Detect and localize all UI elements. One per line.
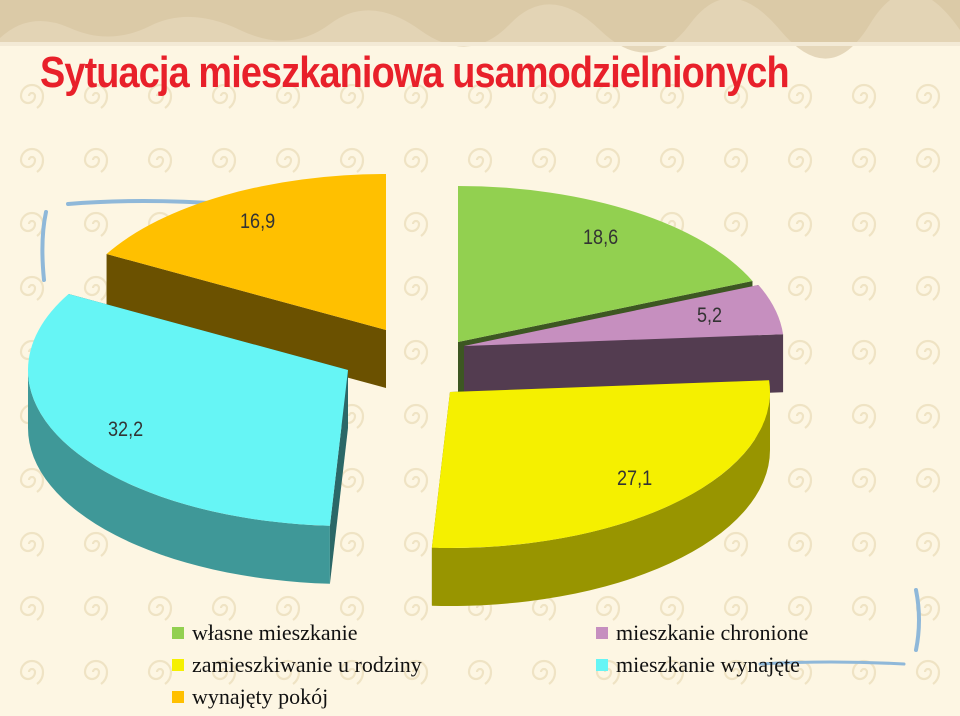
pie-slice-3 (28, 293, 349, 526)
legend-label: mieszkanie wynajęte (616, 652, 800, 677)
data-label-4: 16,9 (240, 210, 276, 234)
pie-slice-1 (464, 284, 784, 346)
decor-stroke-right (914, 588, 921, 652)
legend-label: mieszkanie chronione (616, 620, 809, 645)
legend-item: własne mieszkanie (172, 620, 358, 646)
legend-label: zamieszkiwanie u rodziny (192, 652, 422, 677)
legend-label: własne mieszkanie (192, 620, 358, 645)
legend-swatch (172, 691, 184, 703)
legend-swatch (596, 659, 608, 671)
data-label-3: 32,2 (107, 418, 143, 442)
pie-slice-side (106, 253, 386, 388)
legend-item: wynajęty pokój (172, 684, 328, 710)
legend-swatch (172, 659, 184, 671)
data-label-1: 5,2 (696, 304, 722, 328)
slide-title: Sytuacja mieszkaniowa usamodzielnionych (40, 48, 790, 97)
pie-slice-0 (458, 186, 753, 342)
pie-slice-4 (106, 174, 386, 330)
legend-item: zamieszkiwanie u rodziny (172, 652, 422, 678)
decor-stroke-left (40, 210, 48, 282)
data-label-0: 18,6 (583, 225, 619, 249)
legend-item: mieszkanie chronione (596, 620, 808, 646)
legend-item: mieszkanie wynajęte (596, 652, 800, 678)
data-label-2: 27,1 (616, 467, 652, 491)
legend-swatch (596, 627, 608, 639)
legend-label: wynajęty pokój (192, 684, 329, 709)
legend-swatch (172, 627, 184, 639)
pie-slice-2 (431, 380, 770, 548)
